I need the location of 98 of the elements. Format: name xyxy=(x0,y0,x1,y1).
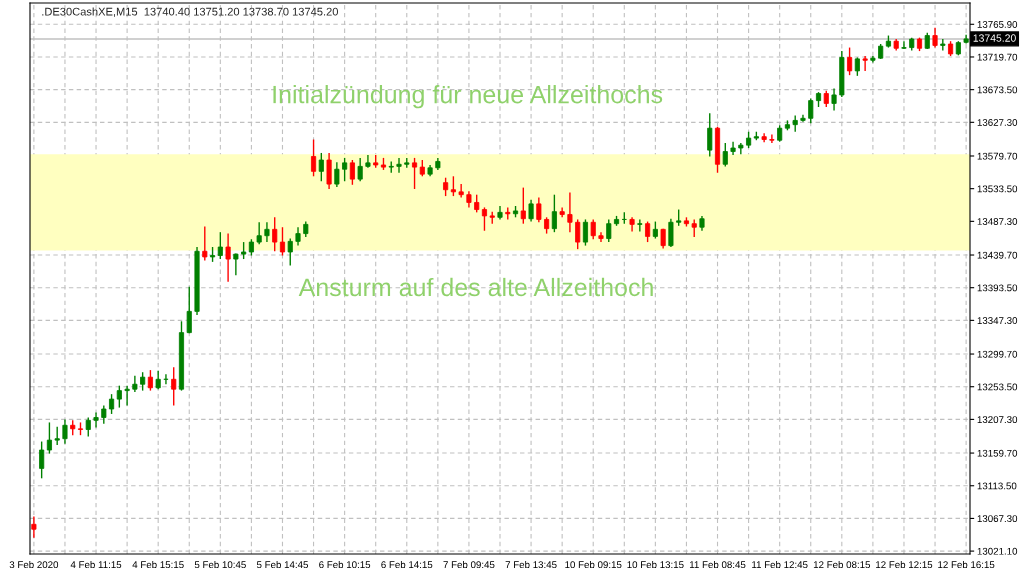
y-tick-label: 13765.90 xyxy=(977,21,1018,28)
annotation: Initialzündung für neue Allzeithochs xyxy=(273,85,663,109)
candlestick xyxy=(582,218,589,247)
y-tick-label: 13159.70 xyxy=(977,449,1018,457)
x-tick-label: 3 Feb 2020 xyxy=(9,560,59,569)
y-tick-label: 13487.30 xyxy=(977,218,1018,225)
y-tick-label: 13067.30 xyxy=(977,515,1018,523)
candlestick xyxy=(668,218,674,248)
y-tick-label: 13439.70 xyxy=(977,251,1018,259)
x-tick-label: 4 Feb 15:15 xyxy=(132,560,184,569)
candlestick xyxy=(590,218,596,240)
candlestick xyxy=(854,56,860,77)
y-tick-label: 13627.30 xyxy=(977,119,1018,126)
candlestick xyxy=(318,152,324,182)
candlestick xyxy=(831,87,837,112)
candlestick xyxy=(140,371,146,392)
y-tick-label: 13253.50 xyxy=(977,383,1018,391)
x-tick-label: 10 Feb 09:15 xyxy=(565,560,622,569)
candlestick xyxy=(645,220,651,243)
x-tick-label: 5 Feb 14:45 xyxy=(256,560,309,569)
candlestick xyxy=(567,191,573,233)
candlestick xyxy=(256,221,262,245)
candlestick xyxy=(536,196,542,223)
candlestick xyxy=(186,285,192,335)
candlestick xyxy=(54,425,60,446)
x-tick-label: 6 Feb 10:15 xyxy=(319,560,371,569)
y-tick-label: 13393.50 xyxy=(977,284,1018,292)
candlestick xyxy=(46,421,52,455)
candlestick xyxy=(769,133,775,144)
candlestick xyxy=(396,157,402,174)
y-tick-label: 13673.50 xyxy=(977,86,1018,94)
candlestick xyxy=(901,40,907,50)
y-tick-label: 13207.30 xyxy=(977,416,1018,424)
y-tick-label: 13021.10 xyxy=(977,547,1018,555)
candlestick xyxy=(62,418,68,445)
candlestick xyxy=(932,27,938,49)
candlestick xyxy=(147,369,153,392)
y-tick-label: 13113.50 xyxy=(977,482,1017,490)
y-tick-label: 13299.70 xyxy=(977,350,1018,358)
x-tick-label: 10 Feb 13:15 xyxy=(627,560,684,569)
candlestick xyxy=(217,231,223,260)
x-tick-label: 6 Feb 14:15 xyxy=(381,560,433,569)
candlestick xyxy=(279,226,286,257)
candlestick xyxy=(481,206,488,232)
candlestick xyxy=(225,232,231,283)
y-tick-label: 13533.50 xyxy=(977,185,1018,193)
y-tick-label: 13579.70 xyxy=(977,152,1018,160)
candlestick xyxy=(520,186,526,225)
candlestick xyxy=(940,38,946,52)
candlestick xyxy=(287,237,293,267)
candlestick xyxy=(109,393,115,415)
candlestick xyxy=(606,218,612,243)
x-tick-label: 5 Feb 10:45 xyxy=(194,560,246,569)
candlestick xyxy=(458,183,464,199)
candlestick xyxy=(202,225,208,262)
candlestick xyxy=(808,97,814,124)
candlestick xyxy=(707,112,713,158)
candlestick xyxy=(637,218,643,233)
candlestick xyxy=(722,142,728,168)
candlestick xyxy=(528,198,534,223)
candlestick xyxy=(272,216,278,252)
x-tick-label: 4 Feb 11:15 xyxy=(70,560,122,569)
candlestick xyxy=(101,404,107,425)
ref-line-label: 13745.20 xyxy=(973,34,1016,42)
x-tick-label: 11 Feb 08:45 xyxy=(689,560,746,569)
candlestick xyxy=(575,218,581,250)
x-tick-label: 12 Feb 12:15 xyxy=(876,560,933,569)
candlestick xyxy=(862,55,868,72)
candlestick xyxy=(411,157,418,190)
candlestick xyxy=(349,159,355,186)
candlestick xyxy=(93,411,99,429)
x-tick-label: 11 Feb 12:45 xyxy=(752,560,808,569)
candlestick xyxy=(450,175,456,197)
candlestick xyxy=(295,226,301,247)
candlestick xyxy=(443,177,449,197)
candlestick xyxy=(155,370,161,390)
candlestick xyxy=(85,416,91,438)
candlestick xyxy=(311,138,317,177)
x-tick-label: 7 Feb 13:45 xyxy=(505,560,557,569)
candlestick xyxy=(334,161,340,188)
x-tick-label: 12 Feb 08:15 xyxy=(813,560,871,569)
candlestick xyxy=(551,193,557,233)
y-tick-label: 13719.70 xyxy=(977,53,1018,61)
candlestick xyxy=(847,46,853,76)
candlestick xyxy=(171,366,177,407)
chart-title: .DE30CashXE,M15 13740.40 13751.20 13738.70 13745.20 xyxy=(42,7,338,17)
candlestick xyxy=(39,440,45,480)
candlestick xyxy=(124,384,130,407)
candlestick xyxy=(31,515,37,539)
annotation: Ansturm auf des alte Allzeithoch xyxy=(298,277,653,297)
x-tick-label: 7 Feb 09:45 xyxy=(443,560,495,569)
candlestick xyxy=(233,252,239,277)
x-tick-label: 12 Feb 16:15 xyxy=(938,560,995,569)
candlestick xyxy=(342,157,348,182)
candlestick xyxy=(116,384,122,409)
y-tick-label: 13347.30 xyxy=(977,317,1018,324)
candlestick xyxy=(357,157,363,182)
candlestick xyxy=(264,221,270,243)
